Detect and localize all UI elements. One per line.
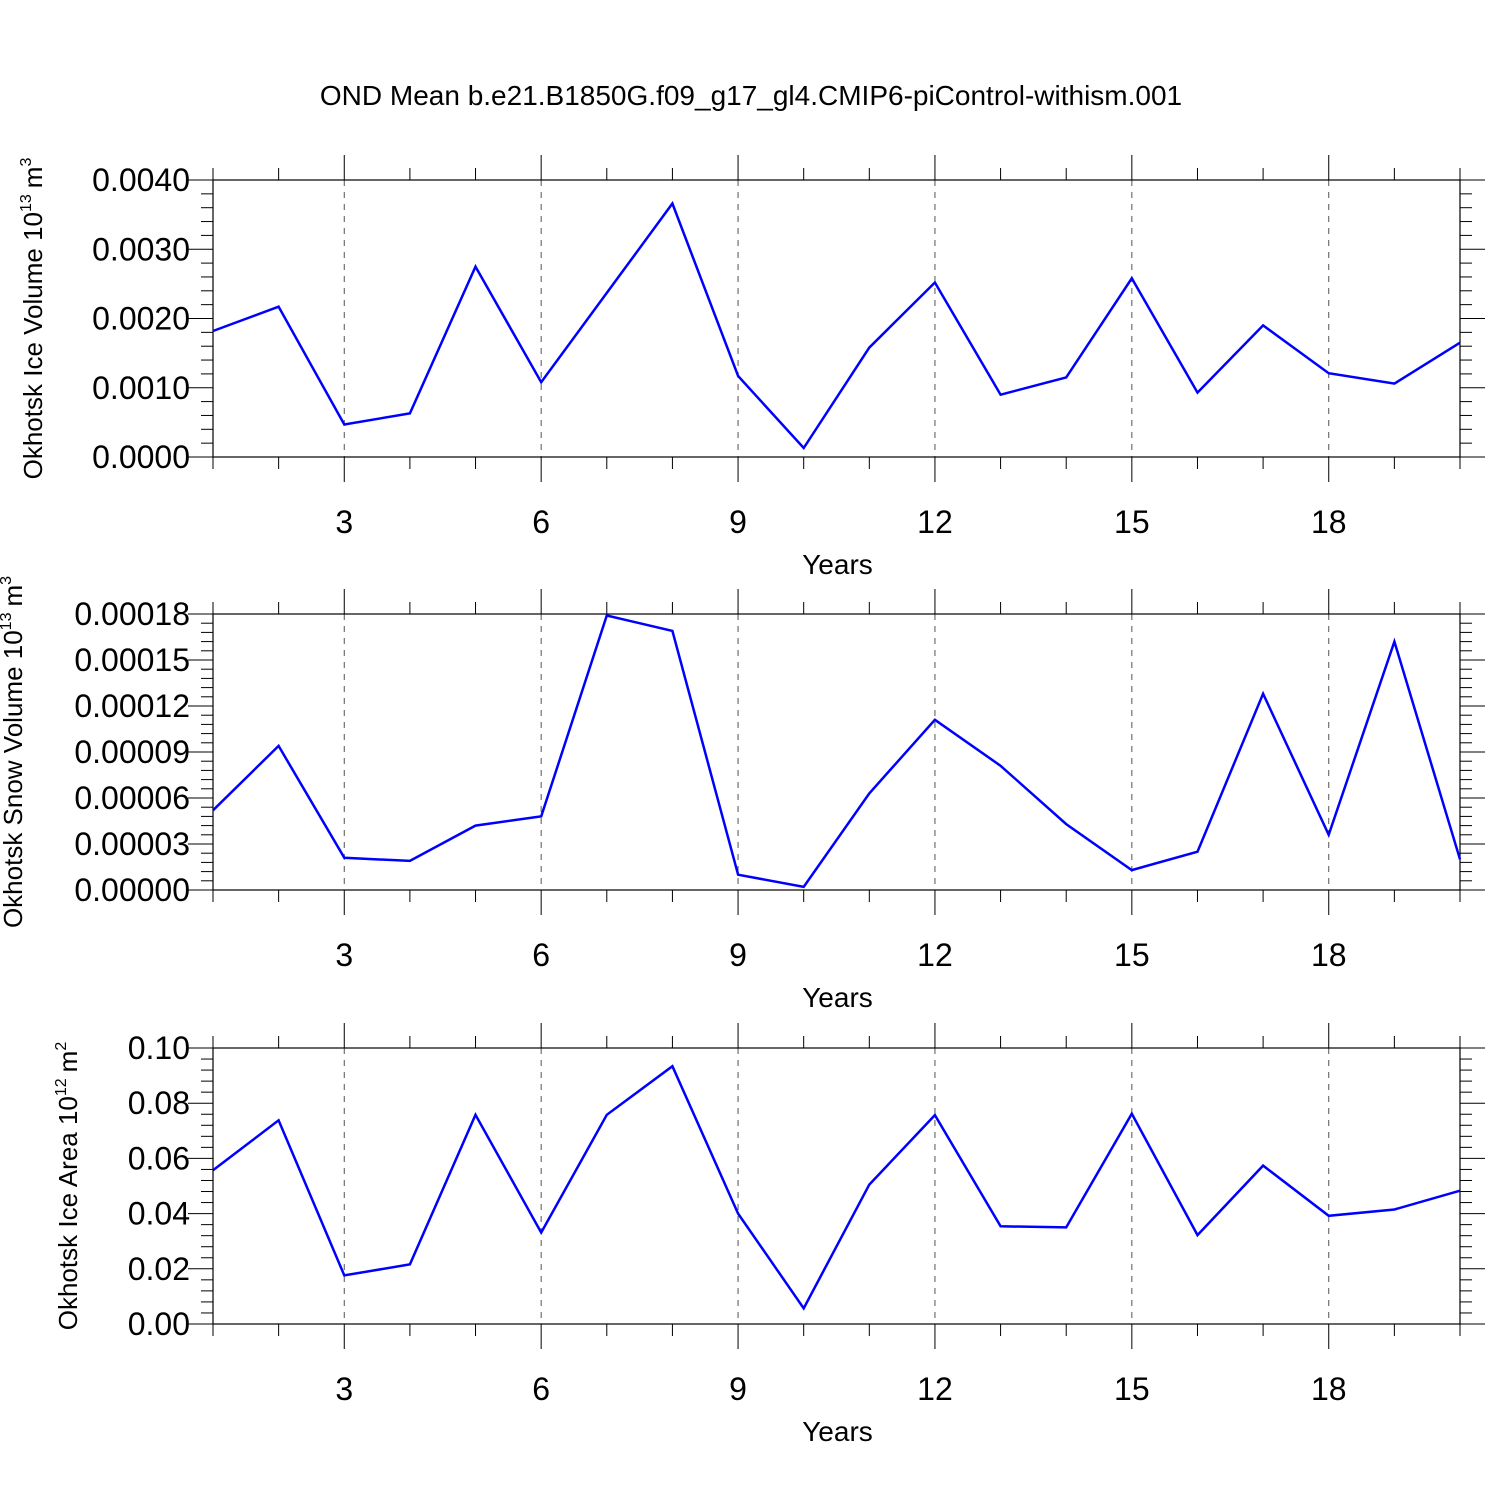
x-axis-label: Years bbox=[802, 1416, 873, 1447]
y-tick-label: 0.00015 bbox=[74, 642, 190, 678]
x-tick-label: 18 bbox=[1311, 504, 1347, 540]
x-axis-label: Years bbox=[802, 549, 873, 580]
x-axis-label: Years bbox=[802, 982, 873, 1013]
y-axis-label-unit: m bbox=[18, 167, 48, 189]
y-axis-label: Okhotsk Ice Volume 1013 m3 bbox=[18, 158, 48, 480]
x-tick-label: 6 bbox=[532, 504, 550, 540]
series-line bbox=[212, 200, 1461, 451]
x-tick-label: 12 bbox=[917, 937, 953, 973]
series-line bbox=[212, 1064, 1461, 1311]
x-tick-label: 9 bbox=[729, 504, 747, 540]
x-tick-label: 15 bbox=[1114, 937, 1150, 973]
y-axis-label-exponent: 13 bbox=[0, 612, 15, 630]
y-axis-label-text: Okhotsk Ice Volume 10 bbox=[18, 212, 48, 479]
y-axis-label-exponent: 12 bbox=[53, 1078, 70, 1096]
y-axis-label-unit: m bbox=[0, 585, 28, 607]
y-tick-label: 0.0010 bbox=[92, 370, 190, 406]
plot-frame bbox=[212, 179, 1461, 458]
x-tick-label: 9 bbox=[729, 937, 747, 973]
x-tick-label: 3 bbox=[335, 1371, 353, 1407]
panels: 3 6 9 12 15 18 0.0000 0.0010 0.0020 0.0030 0.0040 Y… bbox=[0, 155, 1485, 1447]
x-tick-label: 18 bbox=[1311, 1371, 1347, 1407]
plot-frame bbox=[212, 613, 1461, 891]
y-tick-label: 0.00012 bbox=[74, 688, 190, 724]
y-axis-label-unit-exponent: 3 bbox=[0, 576, 15, 585]
y-tick-label: 0.00009 bbox=[74, 734, 190, 770]
y-tick-label: 0.0040 bbox=[92, 162, 190, 198]
y-tick-label: 0.0030 bbox=[92, 231, 190, 267]
y-axis-label: Okhotsk Ice Area 1012 m2 bbox=[53, 1042, 83, 1331]
y-axis-label-text: Okhotsk Snow Volume 10 bbox=[0, 630, 28, 928]
y-tick-label: 0.08 bbox=[128, 1085, 190, 1121]
panel-3: 3 6 9 12 15 18 0.00 0.02 0.04 0.06 0.08 0.10 Years Ok… bbox=[53, 1023, 1485, 1447]
plot-frame bbox=[212, 1047, 1461, 1325]
y-tick-label: 0.00000 bbox=[74, 872, 190, 908]
figure-title: OND Mean b.e21.B1850G.f09_g17_gl4.CMIP6-… bbox=[320, 80, 1182, 111]
y-tick-label: 0.00003 bbox=[74, 826, 190, 862]
y-axis-label-unit-exponent: 3 bbox=[18, 158, 35, 167]
y-tick-label: 0.00 bbox=[128, 1306, 190, 1342]
y-tick-label: 0.10 bbox=[128, 1030, 190, 1066]
x-tick-label: 6 bbox=[532, 1371, 550, 1407]
y-tick-label: 0.00006 bbox=[74, 780, 190, 816]
x-tick-label: 15 bbox=[1114, 504, 1150, 540]
x-tick-label: 9 bbox=[729, 1371, 747, 1407]
x-tick-label: 12 bbox=[917, 504, 953, 540]
y-axis-label-text: Okhotsk Ice Area 10 bbox=[53, 1096, 83, 1330]
panel-1: 3 6 9 12 15 18 0.0000 0.0010 0.0020 0.0030 0.0040 Y… bbox=[18, 155, 1485, 580]
y-tick-label: 0.04 bbox=[128, 1196, 190, 1232]
y-axis-label-exponent: 13 bbox=[18, 194, 35, 212]
y-axis-label-unit: m bbox=[53, 1051, 83, 1073]
y-tick-label: 0.0020 bbox=[92, 301, 190, 337]
y-axis-label: Okhotsk Snow Volume 1013 m3 bbox=[0, 576, 28, 928]
y-axis-label-unit-exponent: 2 bbox=[53, 1042, 70, 1051]
x-tick-label: 18 bbox=[1311, 937, 1347, 973]
x-tick-label: 6 bbox=[532, 937, 550, 973]
x-tick-label: 12 bbox=[917, 1371, 953, 1407]
y-tick-label: 0.06 bbox=[128, 1140, 190, 1176]
panel-2: 3 6 9 12 15 18 0.00000 0.00003 0.00006 0.00009 0.0… bbox=[0, 576, 1485, 1013]
series-line bbox=[212, 614, 1462, 889]
x-tick-label: 3 bbox=[335, 937, 353, 973]
y-tick-label: 0.0000 bbox=[92, 439, 190, 475]
x-tick-label: 3 bbox=[335, 504, 353, 540]
y-tick-label: 0.02 bbox=[128, 1251, 190, 1287]
x-tick-label: 15 bbox=[1114, 1371, 1150, 1407]
y-tick-label: 0.00018 bbox=[74, 596, 190, 632]
